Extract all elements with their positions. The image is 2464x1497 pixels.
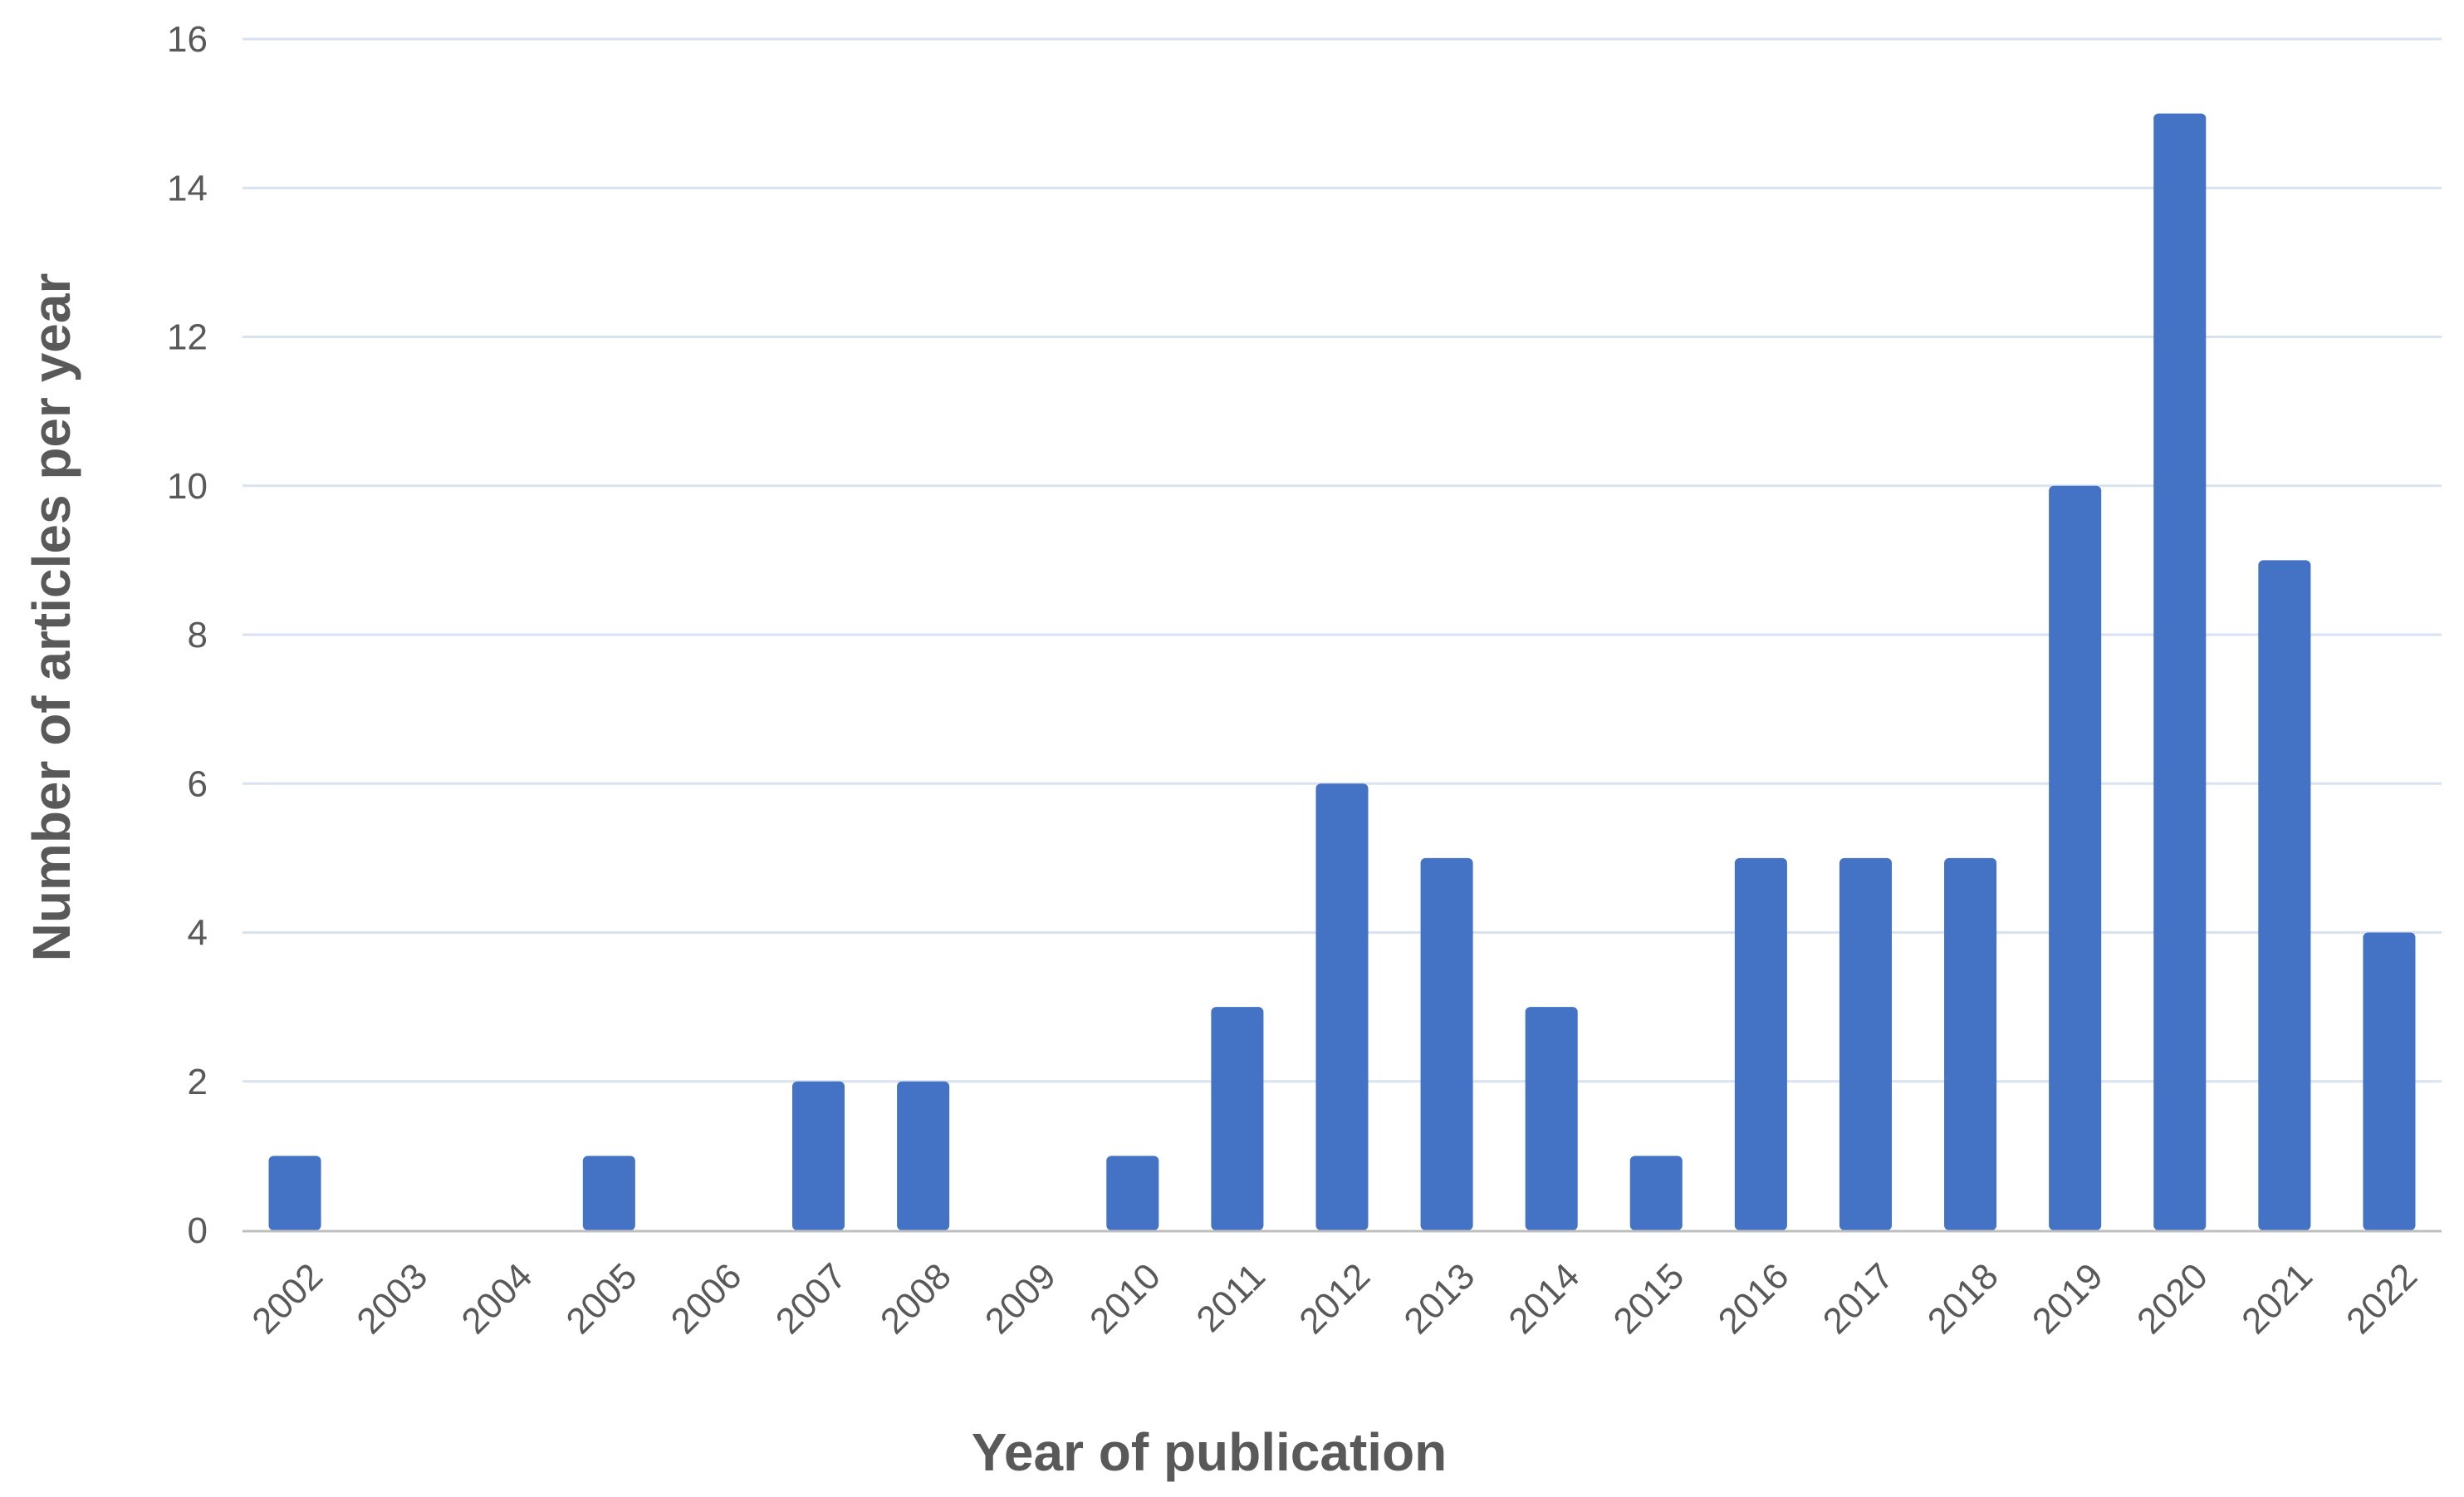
x-tick-label: 2013: [1396, 1255, 1482, 1342]
x-tick-label: 2007: [768, 1255, 855, 1342]
x-tick-label: 2019: [2025, 1255, 2111, 1342]
x-tick-label: 2022: [2339, 1255, 2425, 1342]
x-tick-label: 2015: [1606, 1255, 1692, 1342]
y-tick-label: 10: [167, 466, 208, 507]
x-tick-label: 2002: [244, 1255, 331, 1342]
bar-2008: [897, 1081, 950, 1230]
bar-2020: [2153, 113, 2207, 1230]
x-tick-label: 2005: [559, 1255, 645, 1342]
x-tick-label: 2011: [1188, 1255, 1273, 1340]
bar-2017: [1839, 857, 1892, 1230]
x-tick-label: 2016: [1711, 1255, 1797, 1342]
x-axis-title: Year of publication: [972, 1422, 1448, 1482]
y-tick-label: 8: [188, 615, 208, 655]
y-axis-ticks: 0 2 4 6 8 10 12 14 16: [167, 19, 208, 1251]
bar-2022: [2363, 932, 2416, 1230]
x-axis-ticks: 2002 2003 2004 2005 2006 2007 2008 2009 2010 2011…: [244, 1255, 2425, 1342]
bar-2016: [1734, 857, 1787, 1230]
y-tick-label: 14: [167, 168, 208, 209]
bar-2010: [1106, 1156, 1159, 1230]
x-tick-label: 2020: [2129, 1255, 2216, 1342]
y-tick-label: 0: [188, 1210, 208, 1251]
x-tick-label: 2006: [664, 1255, 750, 1342]
y-tick-label: 2: [188, 1062, 208, 1102]
bar-2015: [1629, 1156, 1683, 1230]
bar-2014: [1525, 1007, 1578, 1230]
bar-2005: [582, 1156, 635, 1230]
x-tick-label: 2021: [2234, 1255, 2320, 1342]
x-tick-label: 2009: [977, 1255, 1064, 1342]
x-tick-label: 2018: [1920, 1255, 2006, 1342]
bar-2013: [1420, 857, 1473, 1230]
x-tick-label: 2008: [873, 1255, 959, 1342]
bar-2012: [1315, 783, 1369, 1230]
y-tick-label: 12: [167, 317, 208, 358]
bars: [268, 113, 2416, 1230]
bar-2007: [792, 1081, 845, 1230]
y-tick-label: 16: [167, 19, 208, 60]
y-tick-label: 4: [188, 913, 208, 954]
x-tick-label: 2014: [1501, 1255, 1587, 1342]
bar-2018: [1944, 857, 1997, 1230]
bar-2011: [1211, 1007, 1264, 1230]
bar-2002: [268, 1156, 321, 1230]
x-tick-label: 2010: [1082, 1255, 1168, 1342]
bar-2019: [2049, 485, 2102, 1230]
x-tick-label: 2004: [454, 1255, 541, 1342]
x-tick-label: 2012: [1291, 1255, 1378, 1342]
y-axis-title: Number of articles per year: [22, 273, 81, 962]
bar-2021: [2258, 560, 2311, 1230]
x-tick-label: 2003: [349, 1255, 435, 1342]
x-tick-label: 2017: [1815, 1255, 1902, 1342]
y-tick-label: 6: [188, 763, 208, 804]
